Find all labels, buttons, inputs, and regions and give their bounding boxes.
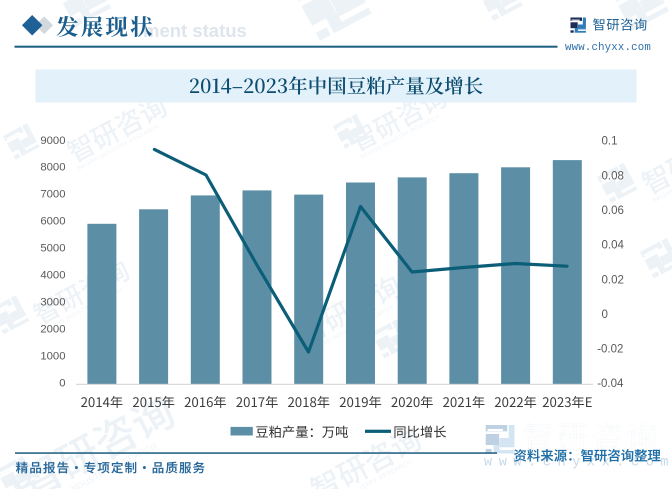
- svg-text:www.chyxx.com: www.chyxx.com: [484, 456, 672, 471]
- svg-text:0.04: 0.04: [602, 240, 625, 252]
- svg-text:0: 0: [59, 377, 65, 389]
- svg-text:2000: 2000: [40, 323, 65, 335]
- svg-text:5000: 5000: [40, 243, 65, 255]
- svg-text:0.1: 0.1: [602, 136, 618, 148]
- svg-text:3000: 3000: [40, 296, 65, 308]
- svg-text:www.chyxx.com: www.chyxx.com: [565, 42, 651, 54]
- svg-text:8000: 8000: [40, 162, 65, 174]
- svg-text:9000: 9000: [40, 135, 65, 147]
- svg-text:4000: 4000: [40, 270, 65, 282]
- svg-text:0.02: 0.02: [602, 274, 624, 286]
- svg-text:6000: 6000: [40, 216, 65, 228]
- svg-text:0: 0: [602, 309, 608, 321]
- svg-text:7000: 7000: [40, 189, 65, 201]
- svg-text:1000: 1000: [40, 350, 65, 362]
- svg-text:-0.02: -0.02: [597, 344, 623, 356]
- svg-text:ment status: ment status: [143, 20, 247, 41]
- svg-text:0.06: 0.06: [602, 205, 624, 217]
- svg-text:-0.04: -0.04: [597, 378, 624, 390]
- svg-text:0.08: 0.08: [602, 170, 624, 182]
